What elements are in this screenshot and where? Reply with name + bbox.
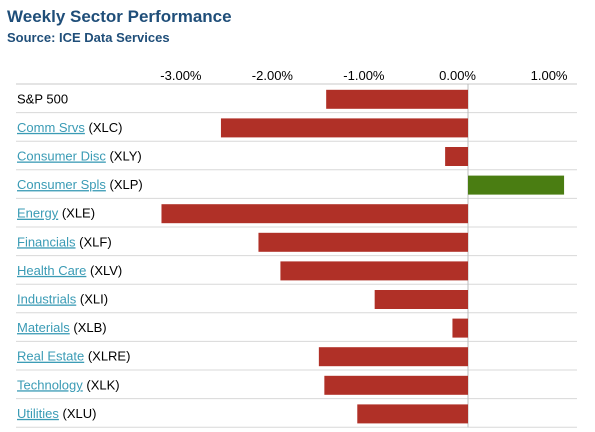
sector-link[interactable]: Financials [17,234,76,249]
sector-link[interactable]: Consumer Disc [17,149,106,164]
bar[interactable] [318,347,468,367]
row-label: Health Care (XLV) [17,263,122,278]
ticker-symbol: (XLE) [58,206,95,221]
bar[interactable] [445,147,468,166]
ticker-symbol: (XLRE) [84,349,130,364]
chart-subtitle: Source: ICE Data Services [7,30,170,45]
bar[interactable] [258,232,468,252]
ticker-symbol: (XLI) [76,292,108,307]
bar[interactable] [452,318,468,338]
row-label: Industrials (XLI) [17,292,108,307]
row-label: S&P 500 [17,91,68,106]
row-label: Consumer Disc (XLY) [17,149,142,164]
bar[interactable] [161,204,468,224]
ticker-symbol: (XLF) [76,234,112,249]
ticker-symbol: (XLC) [85,120,123,135]
bar[interactable] [468,175,565,195]
bar[interactable] [357,404,468,424]
bar[interactable] [324,375,468,395]
ticker-symbol: (XLK) [83,377,120,392]
x-tick-label: -1.00% [343,68,385,83]
row-label: Technology (XLK) [17,377,120,392]
row-label: Utilities (XLU) [17,406,96,421]
ticker-symbol: (XLU) [59,406,97,421]
bar[interactable] [280,261,468,281]
x-tick-label: -3.00% [160,68,202,83]
row-label: Comm Srvs (XLC) [17,120,122,135]
ticker-symbol: (XLP) [106,177,143,192]
row-label: Financials (XLF) [17,234,112,249]
row-label: Energy (XLE) [17,206,95,221]
category-name: S&P 500 [17,91,68,106]
row-label: Consumer Spls (XLP) [17,177,143,192]
ticker-symbol: (XLB) [70,320,107,335]
row-label: Materials (XLB) [17,320,107,335]
bar[interactable] [220,118,468,138]
sector-link[interactable]: Health Care [17,263,86,278]
sector-link[interactable]: Materials [17,320,70,335]
sector-link[interactable]: Real Estate [17,349,84,364]
ticker-symbol: (XLY) [106,149,142,164]
row-label: Real Estate (XLRE) [17,349,130,364]
chart-title: Weekly Sector Performance [7,7,232,26]
x-tick-label: -2.00% [252,68,294,83]
sector-link[interactable]: Energy [17,206,59,221]
bar[interactable] [326,89,468,109]
sector-link[interactable]: Industrials [17,292,77,307]
sector-link[interactable]: Consumer Spls [17,177,106,192]
ticker-symbol: (XLV) [86,263,122,278]
sector-link[interactable]: Utilities [17,406,59,421]
sector-link[interactable]: Comm Srvs [17,120,85,135]
sector-link[interactable]: Technology [17,377,83,392]
x-tick-label: 1.00% [531,68,568,83]
bar[interactable] [374,290,468,309]
x-tick-label: 0.00% [439,68,476,83]
